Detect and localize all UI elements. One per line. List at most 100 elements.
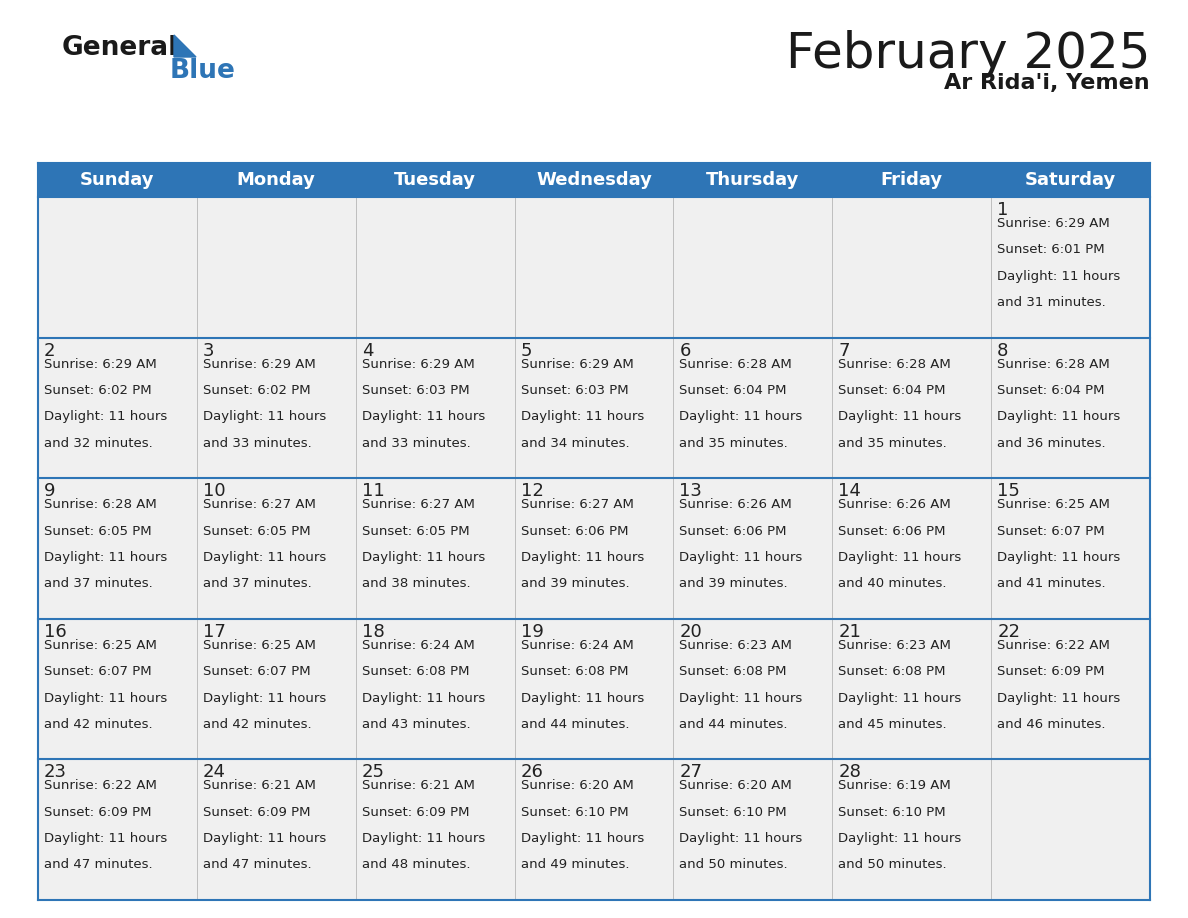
Text: Sunset: 6:08 PM: Sunset: 6:08 PM: [839, 666, 946, 678]
Bar: [197, 163, 355, 197]
Bar: [38, 163, 197, 197]
Text: and 47 minutes.: and 47 minutes.: [44, 858, 152, 871]
Text: Sunset: 6:01 PM: Sunset: 6:01 PM: [997, 243, 1105, 256]
Text: Daylight: 11 hours: Daylight: 11 hours: [44, 410, 168, 423]
Text: Sunrise: 6:28 AM: Sunrise: 6:28 AM: [680, 358, 792, 371]
Text: Sunset: 6:05 PM: Sunset: 6:05 PM: [203, 524, 310, 538]
Text: Sunrise: 6:27 AM: Sunrise: 6:27 AM: [520, 498, 633, 511]
Text: and 33 minutes.: and 33 minutes.: [361, 437, 470, 450]
Text: Sunset: 6:09 PM: Sunset: 6:09 PM: [44, 806, 152, 819]
Text: General: General: [62, 35, 178, 61]
Text: and 35 minutes.: and 35 minutes.: [839, 437, 947, 450]
Bar: [355, 197, 514, 338]
Text: and 42 minutes.: and 42 minutes.: [203, 718, 311, 731]
Bar: [355, 478, 514, 619]
Text: and 40 minutes.: and 40 minutes.: [839, 577, 947, 590]
Text: Sunrise: 6:28 AM: Sunrise: 6:28 AM: [839, 358, 952, 371]
Text: and 50 minutes.: and 50 minutes.: [839, 858, 947, 871]
Text: Sunrise: 6:27 AM: Sunrise: 6:27 AM: [203, 498, 316, 511]
Text: Blue: Blue: [170, 58, 236, 84]
Text: Daylight: 11 hours: Daylight: 11 hours: [839, 832, 961, 845]
Bar: [833, 197, 991, 338]
Text: Daylight: 11 hours: Daylight: 11 hours: [520, 691, 644, 704]
Text: Sunset: 6:05 PM: Sunset: 6:05 PM: [44, 524, 152, 538]
Text: 19: 19: [520, 622, 543, 641]
Text: 28: 28: [839, 764, 861, 781]
Text: 21: 21: [839, 622, 861, 641]
Text: 2: 2: [44, 341, 56, 360]
Text: Sunday: Sunday: [80, 171, 154, 189]
Bar: [674, 478, 833, 619]
Text: Daylight: 11 hours: Daylight: 11 hours: [361, 832, 485, 845]
Text: Sunset: 6:06 PM: Sunset: 6:06 PM: [680, 524, 786, 538]
Bar: [514, 338, 674, 478]
Text: Daylight: 11 hours: Daylight: 11 hours: [44, 551, 168, 564]
Text: 13: 13: [680, 482, 702, 500]
Bar: [197, 759, 355, 900]
Text: 25: 25: [361, 764, 385, 781]
Text: Sunset: 6:07 PM: Sunset: 6:07 PM: [44, 666, 152, 678]
Text: Sunrise: 6:29 AM: Sunrise: 6:29 AM: [997, 217, 1110, 230]
Text: Daylight: 11 hours: Daylight: 11 hours: [44, 832, 168, 845]
Text: Sunrise: 6:20 AM: Sunrise: 6:20 AM: [680, 779, 792, 792]
Text: and 44 minutes.: and 44 minutes.: [520, 718, 630, 731]
Text: and 39 minutes.: and 39 minutes.: [680, 577, 788, 590]
Bar: [674, 197, 833, 338]
Text: and 34 minutes.: and 34 minutes.: [520, 437, 630, 450]
Bar: [38, 759, 197, 900]
Text: Sunrise: 6:29 AM: Sunrise: 6:29 AM: [361, 358, 474, 371]
Text: Sunset: 6:07 PM: Sunset: 6:07 PM: [203, 666, 310, 678]
Bar: [991, 163, 1150, 197]
Text: Friday: Friday: [880, 171, 943, 189]
Text: Sunset: 6:08 PM: Sunset: 6:08 PM: [520, 666, 628, 678]
Text: Saturday: Saturday: [1025, 171, 1117, 189]
Text: Sunset: 6:04 PM: Sunset: 6:04 PM: [680, 384, 786, 397]
Bar: [514, 759, 674, 900]
Text: Sunrise: 6:29 AM: Sunrise: 6:29 AM: [520, 358, 633, 371]
Text: 24: 24: [203, 764, 226, 781]
Text: Sunrise: 6:26 AM: Sunrise: 6:26 AM: [680, 498, 792, 511]
Text: 27: 27: [680, 764, 702, 781]
Text: and 31 minutes.: and 31 minutes.: [997, 297, 1106, 309]
Bar: [514, 163, 674, 197]
Text: Wednesday: Wednesday: [536, 171, 652, 189]
Text: and 36 minutes.: and 36 minutes.: [997, 437, 1106, 450]
Text: Sunrise: 6:28 AM: Sunrise: 6:28 AM: [997, 358, 1110, 371]
Text: 12: 12: [520, 482, 543, 500]
Text: Sunset: 6:09 PM: Sunset: 6:09 PM: [997, 666, 1105, 678]
Text: and 44 minutes.: and 44 minutes.: [680, 718, 788, 731]
Text: Daylight: 11 hours: Daylight: 11 hours: [203, 691, 327, 704]
Bar: [38, 619, 197, 759]
Text: Sunrise: 6:25 AM: Sunrise: 6:25 AM: [997, 498, 1110, 511]
Text: Sunset: 6:03 PM: Sunset: 6:03 PM: [361, 384, 469, 397]
Bar: [355, 759, 514, 900]
Text: and 39 minutes.: and 39 minutes.: [520, 577, 630, 590]
Text: Ar Rida'i, Yemen: Ar Rida'i, Yemen: [944, 73, 1150, 93]
Text: Sunset: 6:04 PM: Sunset: 6:04 PM: [997, 384, 1105, 397]
Text: Sunrise: 6:29 AM: Sunrise: 6:29 AM: [203, 358, 316, 371]
Text: 9: 9: [44, 482, 56, 500]
Text: Daylight: 11 hours: Daylight: 11 hours: [203, 410, 327, 423]
Bar: [197, 338, 355, 478]
Bar: [355, 163, 514, 197]
Text: Daylight: 11 hours: Daylight: 11 hours: [680, 551, 803, 564]
Text: Daylight: 11 hours: Daylight: 11 hours: [839, 691, 961, 704]
Text: 5: 5: [520, 341, 532, 360]
Text: Sunset: 6:08 PM: Sunset: 6:08 PM: [680, 666, 786, 678]
Text: Sunset: 6:06 PM: Sunset: 6:06 PM: [520, 524, 628, 538]
Text: Sunrise: 6:19 AM: Sunrise: 6:19 AM: [839, 779, 952, 792]
Bar: [833, 338, 991, 478]
Text: February 2025: February 2025: [785, 30, 1150, 78]
Text: Daylight: 11 hours: Daylight: 11 hours: [680, 410, 803, 423]
Bar: [833, 759, 991, 900]
Text: Daylight: 11 hours: Daylight: 11 hours: [680, 832, 803, 845]
Text: and 33 minutes.: and 33 minutes.: [203, 437, 311, 450]
Bar: [991, 759, 1150, 900]
Text: Daylight: 11 hours: Daylight: 11 hours: [997, 551, 1120, 564]
Bar: [514, 197, 674, 338]
Text: and 42 minutes.: and 42 minutes.: [44, 718, 152, 731]
Text: 18: 18: [361, 622, 385, 641]
Bar: [833, 163, 991, 197]
Text: and 49 minutes.: and 49 minutes.: [520, 858, 630, 871]
Text: and 37 minutes.: and 37 minutes.: [44, 577, 153, 590]
